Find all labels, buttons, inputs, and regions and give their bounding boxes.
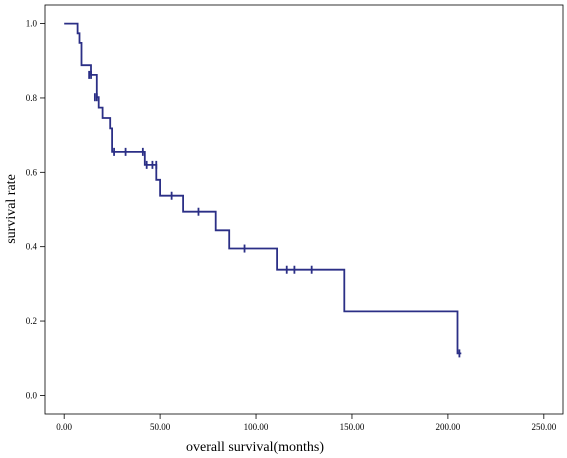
x-tick-label: 50.00	[150, 422, 171, 432]
plot-frame	[44, 4, 564, 415]
y-tick-label: 1.0	[26, 19, 38, 29]
y-tick-label: 0.2	[26, 316, 37, 326]
x-tick-label: 100.00	[244, 422, 269, 432]
x-tick-label: 200.00	[436, 422, 461, 432]
survival-series	[64, 22, 462, 358]
y-tick-label: 0.4	[26, 242, 38, 252]
y-tick-label: 0.6	[26, 167, 38, 177]
x-tick-label: 150.00	[340, 422, 365, 432]
x-tick-label: 0.00	[56, 422, 72, 432]
y-axis: 0.0 0.2 0.4 0.6 0.8 1.0	[26, 19, 45, 400]
x-tick-label: 250.00	[531, 422, 556, 432]
y-axis-label: survival rate	[4, 174, 19, 244]
x-axis-label: overall survival(months)	[186, 440, 324, 455]
survival-step-line	[64, 22, 462, 355]
y-tick-label: 0.0	[26, 390, 38, 400]
y-tick-label: 0.8	[26, 93, 38, 103]
x-axis: 0.00 50.00 100.00 150.00 200.00 250.00	[56, 414, 557, 432]
